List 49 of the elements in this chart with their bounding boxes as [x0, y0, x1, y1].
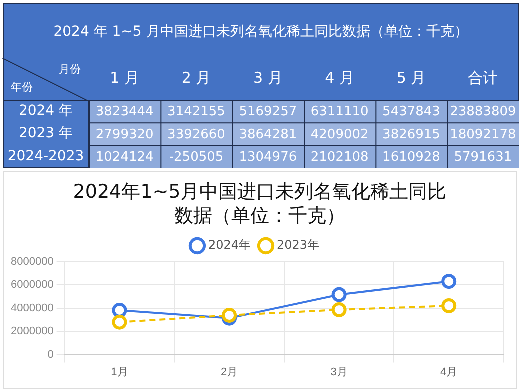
chart-title: 2024年1~5月中国进口未列名氧化稀土同比数据（单位：千克）: [72, 180, 448, 228]
x-tick-label: 合计: [468, 68, 498, 87]
y-tick-label: 4000000: [10, 302, 54, 314]
y-tick-label: 2000000: [10, 326, 54, 338]
chart-title: 2024 年 1~5 月中国进口未列名氧化稀土同比数据（单位：千克）: [54, 24, 468, 40]
x-tick-label: 1月: [111, 366, 128, 378]
y-tick-label: 8000000: [10, 256, 54, 268]
data-label: 2102108: [310, 150, 369, 166]
data-label: 1610928: [382, 150, 440, 166]
legend-label: 2023年: [277, 238, 320, 252]
x-tick-label: 5 月: [396, 68, 426, 87]
data-label: 3864281: [239, 127, 298, 142]
data-label: 3823444: [96, 104, 154, 120]
point: [222, 308, 238, 323]
data-label: 5169257: [239, 104, 298, 120]
y-axis-title: 年份: [11, 80, 33, 94]
y-tick-label: 6000000: [10, 279, 54, 292]
data-label: 5791631: [454, 150, 512, 166]
legend-label: 2024年: [208, 238, 252, 252]
y-tick-label: 0: [48, 348, 54, 361]
data-label: 1024124: [96, 150, 154, 166]
data-label: 3392660: [168, 127, 226, 142]
point: [442, 274, 457, 290]
data-label: 3142155: [168, 104, 226, 120]
point: [112, 314, 128, 330]
data-label: 4209002: [310, 127, 369, 142]
data-label: 1304976: [239, 150, 298, 166]
x-tick-label: 3月: [330, 366, 348, 378]
x-axis-title: 月份: [59, 62, 81, 76]
x-tick-label: 2月: [220, 366, 238, 378]
data-label: 3826915: [382, 127, 440, 142]
data-label: 2799320: [96, 127, 154, 142]
point: [332, 287, 347, 302]
x-tick-label: 1 月: [110, 68, 140, 87]
data-label: 23883809: [450, 104, 516, 120]
data-label: 18092178: [450, 127, 516, 142]
point: [112, 302, 128, 318]
data-label: 6311110: [310, 104, 369, 120]
data-label: 5437843: [382, 104, 440, 120]
y-tick-label: 2024 年: [18, 102, 74, 119]
x-tick-label: 2 月: [182, 68, 212, 87]
y-tick-label: 2023 年: [18, 126, 74, 142]
x-tick-label: 3 月: [254, 68, 283, 87]
x-tick-label: 4月: [440, 366, 458, 378]
x-tick-label: 4 月: [325, 68, 354, 87]
point: [332, 302, 347, 318]
data-label: -250505: [169, 150, 224, 166]
point: [442, 298, 457, 314]
y-tick-label: 2024-2023: [8, 148, 84, 164]
